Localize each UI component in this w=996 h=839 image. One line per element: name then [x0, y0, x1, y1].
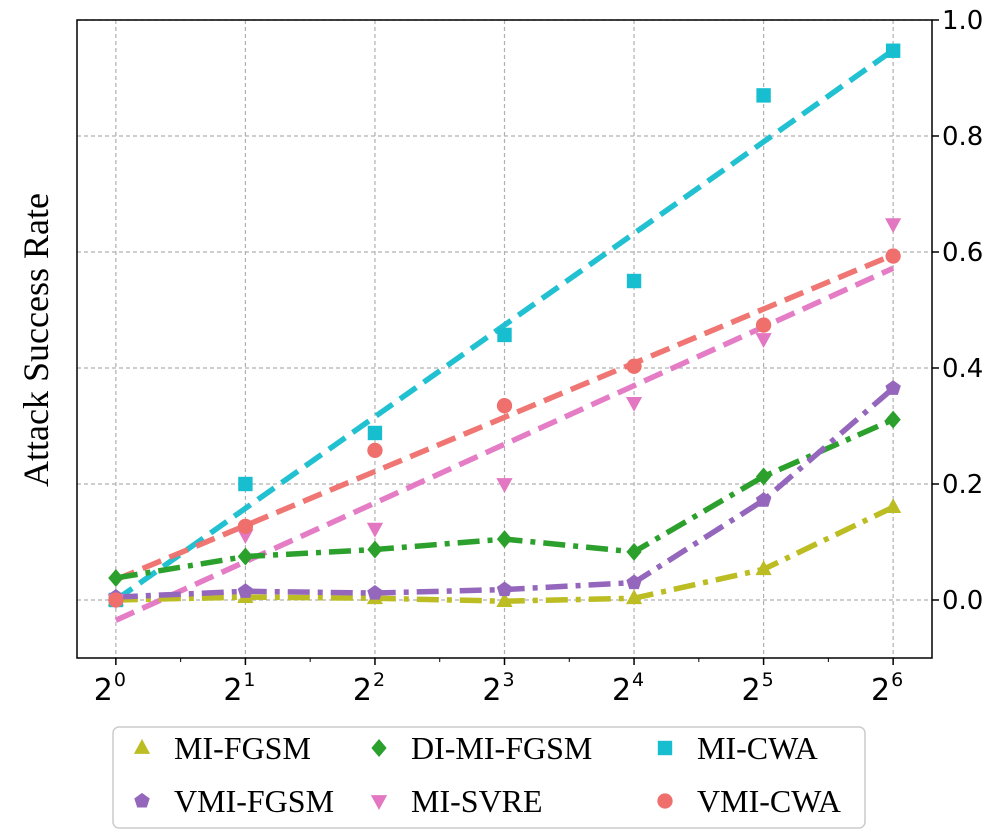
legend-box	[112, 726, 866, 829]
point-di-mi-fgsm	[367, 540, 383, 559]
point-vmi-cwa	[885, 248, 901, 264]
legend-marker-mi-cwa	[657, 740, 673, 756]
point-vmi-cwa	[108, 592, 124, 608]
point-mi-fgsm	[885, 498, 902, 514]
point-mi-cwa	[626, 273, 642, 289]
point-vmi-fgsm	[367, 584, 383, 600]
point-di-mi-fgsm	[496, 530, 513, 549]
point-mi-fgsm	[625, 589, 643, 605]
point-mi-cwa	[497, 327, 512, 343]
y-tick-label: 0.2	[942, 470, 983, 500]
point-mi-cwa	[885, 43, 901, 58]
legend: MI-FGSM DI-MI-FGSM MI-CWA VMI-FGSM MI-SVRE VM…	[112, 726, 866, 829]
point-mi-svre	[755, 333, 772, 348]
legend-marker-mi-fgsm	[133, 739, 151, 754]
point-di-mi-fgsm	[108, 568, 124, 587]
point-di-mi-fgsm	[626, 542, 642, 561]
legend-label-mi-svre: MI-SVRE	[411, 783, 543, 819]
point-vmi-cwa	[755, 317, 772, 333]
x-axis: 20 21 22 23 24 25 26	[94, 658, 903, 708]
x-tick-label: 21	[223, 669, 255, 708]
point-mi-fgsm	[755, 560, 772, 576]
point-vmi-cwa	[237, 518, 254, 534]
legend-marker-vmi-fgsm	[134, 792, 150, 808]
point-mi-svre	[885, 218, 902, 234]
legend-marker-di-mi-fgsm	[371, 739, 387, 757]
y-tick-label: 0.6	[942, 238, 983, 268]
point-mi-svre	[366, 522, 384, 538]
point-vmi-cwa	[496, 398, 513, 414]
point-mi-svre	[496, 478, 513, 493]
point-mi-svre	[625, 396, 643, 412]
point-vmi-cwa	[626, 358, 642, 374]
y-tick-label: 0.8	[942, 122, 983, 152]
point-vmi-fgsm	[496, 581, 513, 597]
x-tick-label: 25	[741, 669, 773, 708]
y-tick-label: 0.0	[942, 586, 983, 616]
legend-marker-vmi-cwa	[657, 793, 673, 809]
point-mi-svre	[237, 529, 254, 545]
y-tick-label: 0.4	[942, 354, 983, 384]
y-axis: 0.0 0.2 0.4 0.6 0.8 1.0	[932, 6, 983, 616]
x-tick-label: 24	[612, 669, 644, 708]
point-vmi-fgsm	[237, 583, 254, 598]
point-di-mi-fgsm	[755, 467, 772, 486]
point-vmi-fgsm	[885, 380, 901, 395]
legend-label-vmi-fgsm: VMI-FGSM	[174, 783, 334, 819]
x-tick-label: 26	[871, 669, 903, 708]
point-vmi-cwa	[367, 442, 383, 459]
legend-label-di-mi-fgsm: DI-MI-FGSM	[411, 730, 592, 766]
point-mi-cwa	[756, 88, 771, 103]
series-markers	[107, 43, 902, 609]
point-mi-cwa	[367, 425, 383, 441]
point-vmi-fgsm	[626, 574, 642, 590]
legend-marker-mi-svre	[370, 795, 388, 810]
y-axis-title: Attack Success Rate	[16, 193, 56, 487]
x-tick-label: 23	[482, 669, 514, 708]
point-vmi-fgsm	[755, 492, 772, 507]
x-tick-label: 22	[353, 669, 385, 708]
legend-label-mi-fgsm: MI-FGSM	[174, 730, 311, 766]
point-di-mi-fgsm	[885, 410, 901, 429]
y-tick-label: 1.0	[942, 6, 983, 36]
trend-line-mi-cwa	[114, 47, 895, 603]
x-tick-label: 20	[94, 669, 126, 708]
point-mi-fgsm	[496, 592, 513, 608]
legend-label-vmi-cwa: VMI-CWA	[697, 783, 841, 819]
point-mi-cwa	[238, 476, 253, 492]
trend-line-vmi-cwa	[114, 252, 895, 583]
legend-label-mi-cwa: MI-CWA	[697, 730, 818, 766]
point-di-mi-fgsm	[237, 547, 254, 566]
